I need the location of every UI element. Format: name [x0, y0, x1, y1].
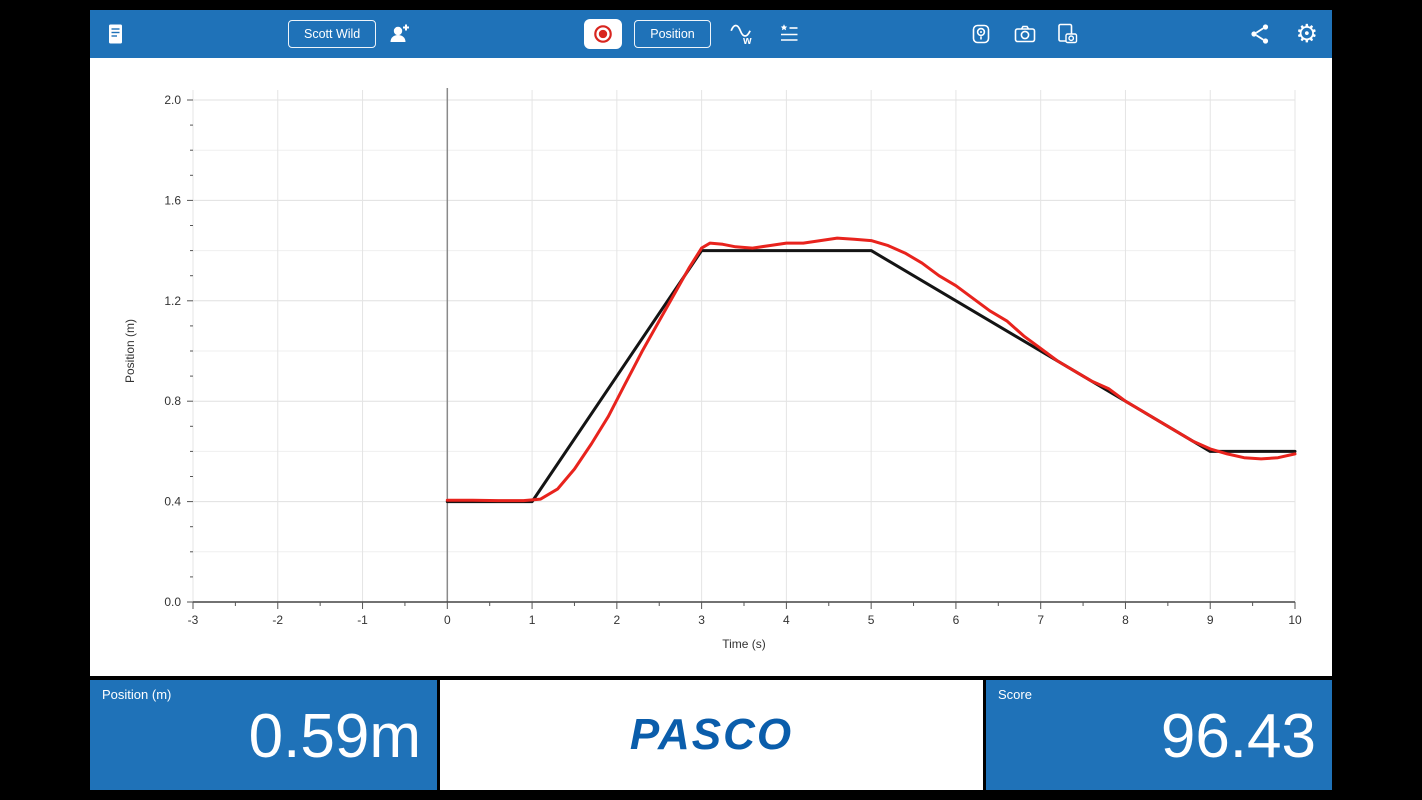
match-graph-button[interactable]: w — [729, 19, 755, 49]
position-readout-value: 0.59m — [248, 702, 421, 771]
screenshot-button[interactable] — [1055, 19, 1079, 49]
svg-text:4: 4 — [783, 613, 790, 627]
divider — [90, 676, 1332, 680]
record-button[interactable] — [584, 19, 623, 49]
gear-icon: ⚙ — [1295, 19, 1318, 48]
record-icon — [594, 25, 613, 43]
measurement-button[interactable]: Position — [634, 20, 711, 48]
svg-text:1.6: 1.6 — [164, 193, 181, 207]
svg-text:Position (m): Position (m) — [123, 319, 137, 383]
position-time-graph[interactable]: -3 -2 -1 0 1 2 3 4 5 6 7 8 9 10 0.0 0.4 0.8 1.2 1.6 2.0 Time… — [90, 58, 1332, 676]
svg-text:-3: -3 — [188, 613, 199, 627]
svg-text:0.8: 0.8 — [164, 394, 181, 408]
journal-button[interactable] — [104, 19, 128, 49]
position-readout-panel: Position (m) 0.59m — [90, 680, 437, 790]
sparkvue-app: Scott Wild Position w — [90, 10, 1332, 790]
share-button[interactable] — [1248, 19, 1272, 49]
svg-text:-1: -1 — [357, 613, 368, 627]
user-button[interactable]: Scott Wild — [288, 20, 377, 48]
camera-icon — [1014, 25, 1036, 43]
chart-area[interactable]: -3 -2 -1 0 1 2 3 4 5 6 7 8 9 10 0.0 0.4 0.8 1.2 1.6 2.0 Time… — [90, 58, 1332, 676]
svg-text:6: 6 — [953, 613, 960, 627]
match-graph-icon: w — [730, 24, 752, 47]
svg-text:3: 3 — [698, 613, 705, 627]
svg-text:9: 9 — [1207, 613, 1214, 627]
camera-button[interactable] — [1013, 19, 1037, 49]
svg-text:2.0: 2.0 — [164, 93, 181, 107]
add-user-icon — [390, 24, 410, 42]
results-list-icon — [780, 24, 798, 41]
svg-text:7: 7 — [1037, 613, 1044, 627]
svg-text:Time (s): Time (s) — [722, 637, 766, 651]
bottom-bar: Position (m) 0.59m PASCO Score 96.43 — [90, 680, 1332, 790]
sensor-icon — [972, 24, 990, 44]
svg-text:0: 0 — [444, 613, 451, 627]
share-icon — [1250, 24, 1268, 44]
svg-text:w: w — [742, 35, 752, 47]
add-user-button[interactable] — [388, 19, 412, 49]
score-value: 96.43 — [1160, 702, 1316, 771]
svg-text:5: 5 — [868, 613, 875, 627]
settings-button[interactable]: ⚙ — [1296, 19, 1318, 49]
toolbar: Scott Wild Position w — [90, 10, 1332, 58]
sensor-button[interactable] — [969, 19, 993, 49]
logo-panel: PASCO — [440, 680, 983, 790]
screenshot-icon — [1057, 23, 1077, 44]
svg-text:1: 1 — [529, 613, 536, 627]
score-label: Score — [998, 687, 1032, 702]
svg-text:1.2: 1.2 — [164, 294, 181, 308]
svg-text:0.0: 0.0 — [164, 595, 181, 609]
pasco-logo: PASCO — [629, 710, 794, 759]
journal-icon — [109, 24, 122, 44]
position-readout-label: Position (m) — [102, 687, 172, 702]
svg-text:2: 2 — [614, 613, 621, 627]
score-panel: Score 96.43 — [986, 680, 1332, 790]
svg-text:-2: -2 — [272, 613, 283, 627]
results-list-button[interactable] — [777, 19, 801, 49]
svg-text:8: 8 — [1122, 613, 1129, 627]
svg-text:10: 10 — [1288, 613, 1302, 627]
svg-text:0.4: 0.4 — [164, 495, 181, 509]
